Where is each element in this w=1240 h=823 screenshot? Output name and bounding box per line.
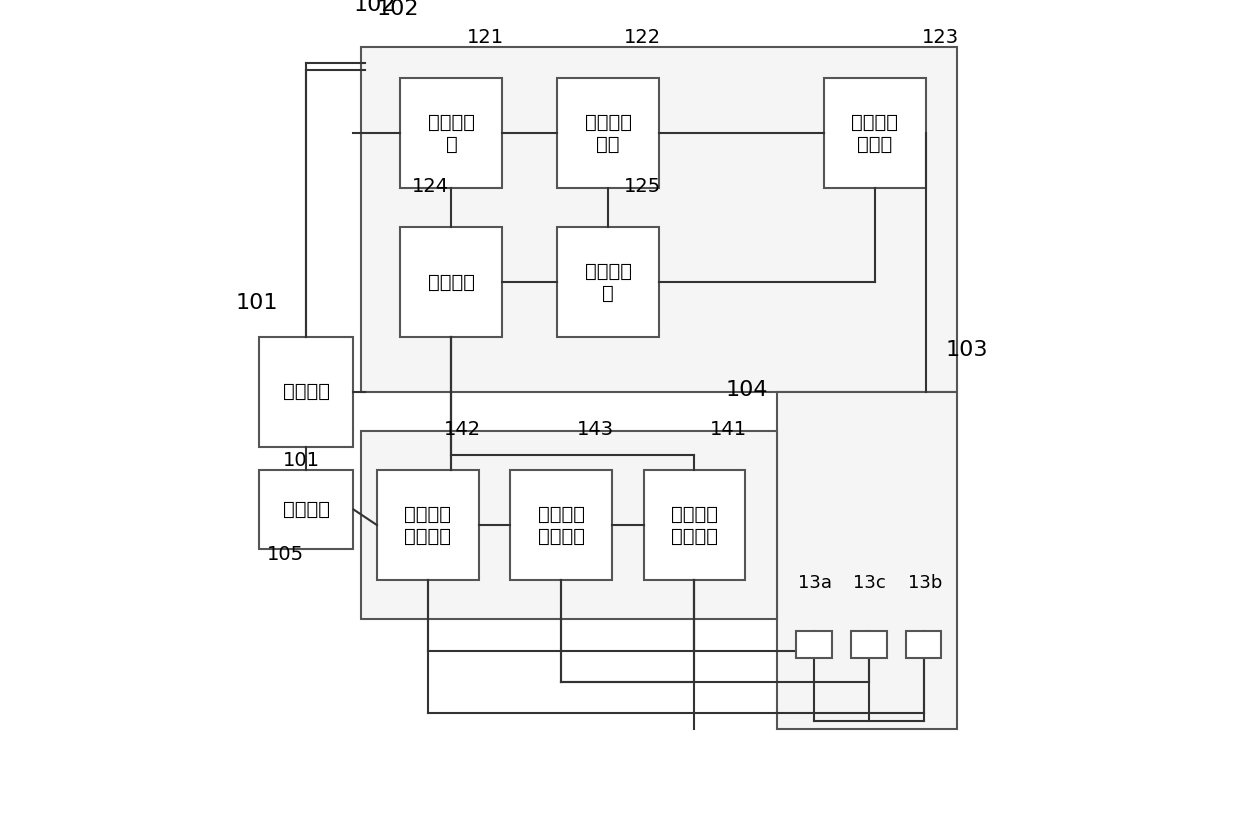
FancyBboxPatch shape (401, 227, 502, 337)
FancyBboxPatch shape (557, 78, 660, 188)
Text: 124: 124 (412, 177, 449, 196)
Text: 13a: 13a (799, 574, 832, 592)
Text: 第一同步
鉴相单元: 第一同步 鉴相单元 (671, 504, 718, 546)
Text: 123: 123 (921, 28, 959, 47)
Text: 142: 142 (444, 420, 481, 439)
Text: 102: 102 (377, 0, 419, 20)
Text: 13b: 13b (908, 574, 942, 592)
Text: 微处理器: 微处理器 (428, 272, 475, 291)
FancyBboxPatch shape (823, 78, 926, 188)
Text: 141: 141 (711, 420, 748, 439)
FancyBboxPatch shape (852, 631, 887, 658)
Text: 105: 105 (267, 546, 304, 565)
FancyBboxPatch shape (906, 631, 941, 658)
Text: 104: 104 (725, 379, 769, 400)
FancyBboxPatch shape (557, 227, 660, 337)
Text: 补偿模块: 补偿模块 (283, 500, 330, 519)
Text: 微波倍混
频单元: 微波倍混 频单元 (852, 113, 898, 154)
Text: 125: 125 (624, 177, 661, 196)
Text: 第三同步
鉴相单元: 第三同步 鉴相单元 (538, 504, 585, 546)
Text: 122: 122 (624, 28, 661, 47)
Text: 频率合成
器: 频率合成 器 (585, 262, 631, 303)
Text: 143: 143 (577, 420, 614, 439)
FancyBboxPatch shape (361, 47, 957, 392)
FancyBboxPatch shape (361, 431, 776, 619)
Text: 103: 103 (945, 341, 988, 360)
Text: 隔离放大
器: 隔离放大 器 (428, 113, 475, 154)
Text: 射频倍频
单元: 射频倍频 单元 (585, 113, 631, 154)
FancyBboxPatch shape (776, 392, 957, 729)
Text: 121: 121 (467, 28, 505, 47)
Text: 101: 101 (283, 451, 320, 470)
Text: 13c: 13c (853, 574, 887, 592)
FancyBboxPatch shape (796, 631, 832, 658)
Text: 102: 102 (353, 0, 396, 16)
FancyBboxPatch shape (259, 337, 353, 447)
Text: 第二同步
鉴相单元: 第二同步 鉴相单元 (404, 504, 451, 546)
Text: 压控晶振: 压控晶振 (283, 383, 330, 402)
FancyBboxPatch shape (377, 470, 479, 580)
Text: 101: 101 (236, 294, 278, 314)
FancyBboxPatch shape (644, 470, 745, 580)
FancyBboxPatch shape (401, 78, 502, 188)
FancyBboxPatch shape (510, 470, 613, 580)
FancyBboxPatch shape (259, 470, 353, 549)
